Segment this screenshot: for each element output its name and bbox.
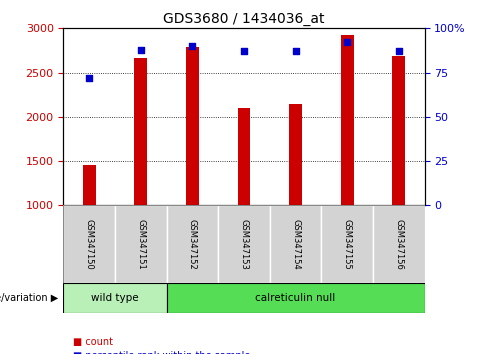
Text: GSM347152: GSM347152 — [188, 219, 197, 270]
Bar — [186, 47, 199, 205]
Bar — [83, 166, 96, 205]
Bar — [392, 56, 405, 205]
Point — [137, 47, 145, 52]
Bar — [134, 58, 147, 205]
Text: GSM347155: GSM347155 — [343, 219, 352, 270]
Bar — [218, 205, 270, 283]
Text: GSM347150: GSM347150 — [85, 219, 94, 270]
Bar — [341, 35, 354, 205]
Bar — [373, 205, 425, 283]
Text: GSM347154: GSM347154 — [291, 219, 300, 270]
Bar — [289, 104, 302, 205]
Text: GSM347151: GSM347151 — [136, 219, 145, 270]
Point — [343, 40, 351, 45]
Title: GDS3680 / 1434036_at: GDS3680 / 1434036_at — [163, 12, 325, 26]
Text: calreticulin null: calreticulin null — [255, 293, 336, 303]
Point — [240, 48, 248, 54]
Text: GSM347156: GSM347156 — [394, 219, 403, 270]
Bar — [166, 205, 218, 283]
Bar — [166, 283, 425, 313]
Bar — [238, 108, 250, 205]
Bar — [63, 205, 115, 283]
Bar — [63, 283, 166, 313]
Bar — [115, 205, 166, 283]
Text: wild type: wild type — [91, 293, 139, 303]
Text: GSM347153: GSM347153 — [240, 219, 248, 270]
Point — [85, 75, 93, 81]
Point — [292, 48, 300, 54]
Text: genotype/variation ▶: genotype/variation ▶ — [0, 293, 59, 303]
Text: ■ percentile rank within the sample: ■ percentile rank within the sample — [73, 351, 250, 354]
Point — [188, 43, 196, 49]
Bar — [270, 205, 322, 283]
Text: ■ count: ■ count — [73, 337, 113, 347]
Point — [395, 48, 403, 54]
Bar — [322, 205, 373, 283]
